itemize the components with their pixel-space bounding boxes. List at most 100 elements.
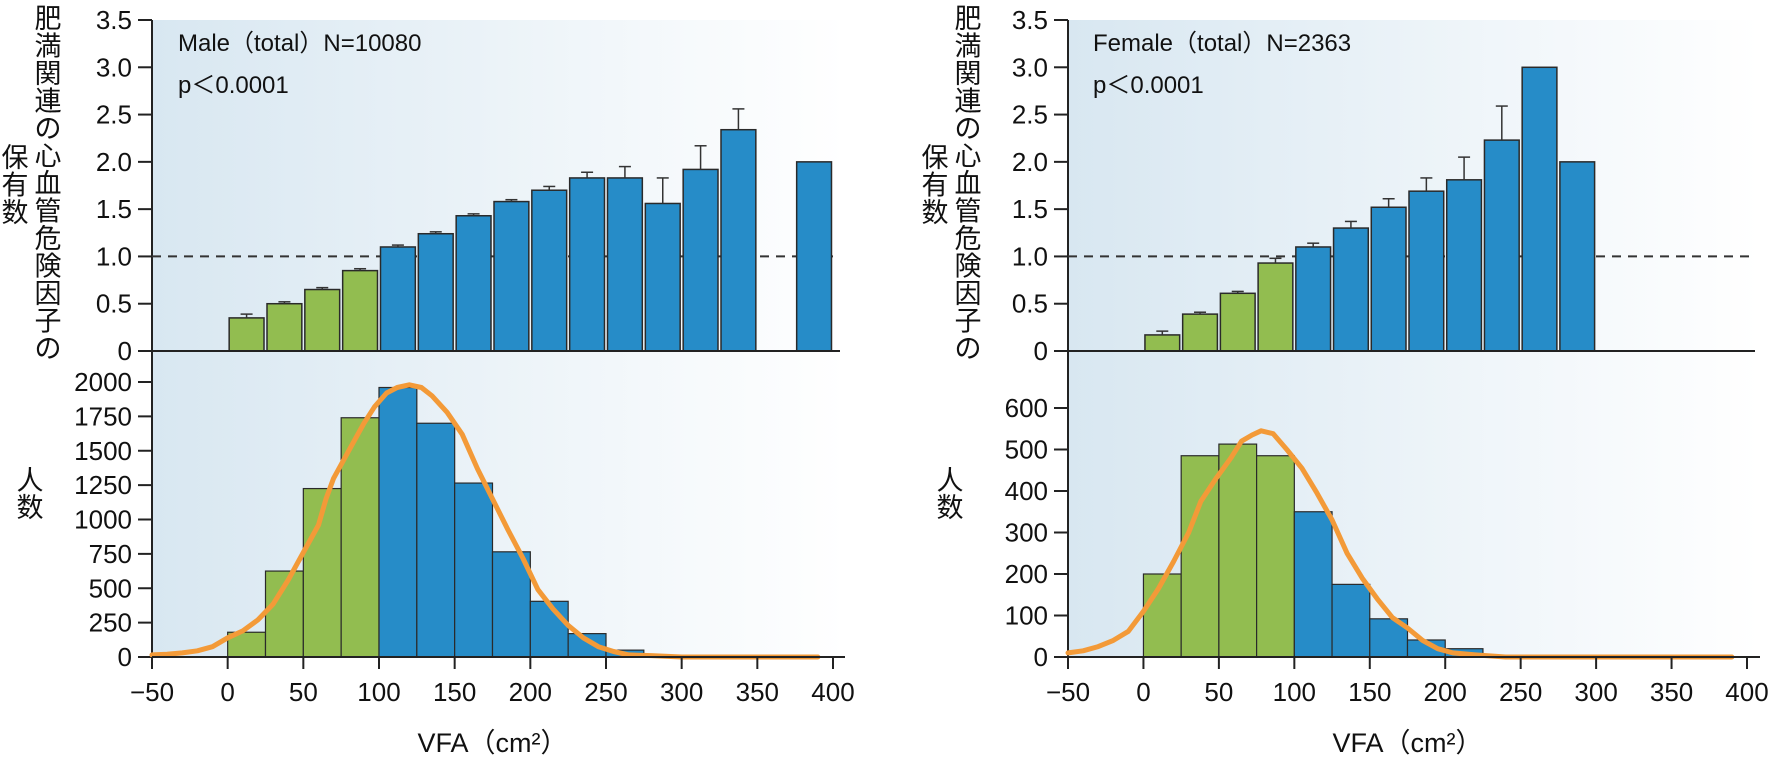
x-tick-label: 200 bbox=[1424, 677, 1467, 707]
top-y-tick-label: 0 bbox=[1034, 336, 1048, 366]
bar bbox=[568, 177, 606, 352]
top-y-tick-label: 2.5 bbox=[1012, 100, 1048, 130]
x-tick-label: −50 bbox=[130, 677, 174, 707]
y-label-main: 肥満関連の心血管危険因子の bbox=[955, 4, 982, 365]
bar bbox=[1332, 227, 1370, 352]
y-label-main: 肥満関連の心血管危険因子の bbox=[35, 4, 62, 365]
x-axis-label: VFA（cm²） bbox=[417, 728, 567, 758]
bar bbox=[1219, 292, 1256, 352]
x-axis-label: VFA（cm²） bbox=[1332, 728, 1482, 758]
top-y-tick-label: 3.5 bbox=[96, 5, 132, 35]
top-y-tick-label: 3.0 bbox=[1012, 52, 1048, 82]
x-tick-label: 400 bbox=[1725, 677, 1768, 707]
bottom-y-tick-label: 1000 bbox=[74, 505, 132, 535]
bottom-y-axis-label: 人数 bbox=[937, 466, 964, 524]
top-y-tick-label: 0.5 bbox=[96, 289, 132, 319]
bar bbox=[644, 202, 681, 352]
x-tick-label: 150 bbox=[433, 677, 476, 707]
x-tick-label: 100 bbox=[1273, 677, 1316, 707]
top-y-tick-label: 1.5 bbox=[96, 194, 132, 224]
top-y-tick-label: 1.0 bbox=[1012, 241, 1048, 271]
density-curve bbox=[1065, 428, 1735, 660]
histogram-bar bbox=[454, 482, 494, 658]
bar bbox=[531, 189, 568, 352]
x-tick-label: 0 bbox=[220, 677, 234, 707]
bottom-y-tick-label: 300 bbox=[1005, 518, 1048, 548]
p-value-annotation: p＜0.0001 bbox=[178, 72, 289, 99]
top-y-tick-label: 3.0 bbox=[96, 52, 132, 82]
bar bbox=[228, 317, 265, 352]
top-y-tick-label: 2.0 bbox=[1012, 147, 1048, 177]
y-label-sub: 保有数 bbox=[922, 143, 949, 229]
bottom-y-tick-label: 500 bbox=[1005, 435, 1048, 465]
bar bbox=[455, 215, 492, 352]
x-tick-label: −50 bbox=[1046, 677, 1090, 707]
bar bbox=[341, 269, 379, 352]
bar bbox=[795, 161, 833, 352]
bar bbox=[1559, 161, 1596, 352]
histogram-bar bbox=[1293, 511, 1333, 658]
density-curve bbox=[149, 382, 821, 660]
x-tick-label: 400 bbox=[811, 677, 854, 707]
histogram-bar bbox=[1256, 455, 1295, 658]
p-value-annotation: p＜0.0001 bbox=[1093, 72, 1204, 99]
male-chart: 肥満関連の心血管危険因子の 保有数 Male（total）N=10080 p＜0… bbox=[2, 4, 855, 758]
x-tick-label: 300 bbox=[1574, 677, 1617, 707]
bottom-y-tick-label: 0 bbox=[1034, 642, 1048, 672]
bar bbox=[493, 200, 530, 352]
bottom-y-tick-label: 1250 bbox=[74, 470, 132, 500]
x-tick-label: 250 bbox=[1499, 677, 1542, 707]
y-label-sub: 保有数 bbox=[2, 143, 29, 229]
bottom-y-tick-label: 200 bbox=[1005, 559, 1048, 589]
bar bbox=[1144, 334, 1181, 352]
bottom-y-tick-label: 2000 bbox=[74, 367, 132, 397]
x-tick-label: 250 bbox=[584, 677, 627, 707]
bar bbox=[266, 302, 303, 352]
bar bbox=[1181, 313, 1219, 352]
x-tick-label: 100 bbox=[357, 677, 400, 707]
bottom-y-tick-label: 600 bbox=[1005, 393, 1048, 423]
top-y-tick-label: 2.0 bbox=[96, 147, 132, 177]
bar bbox=[1257, 262, 1294, 352]
bar bbox=[379, 246, 417, 352]
bottom-y-tick-label: 250 bbox=[89, 608, 132, 638]
bar bbox=[1295, 246, 1332, 352]
x-tick-label: 300 bbox=[660, 677, 703, 707]
top-y-tick-label: 1.5 bbox=[1012, 194, 1048, 224]
top-y-tick-label: 3.5 bbox=[1012, 5, 1048, 35]
chart-title: Female（total）N=2363 bbox=[1093, 30, 1351, 57]
chart-title: Male（total）N=10080 bbox=[178, 30, 421, 57]
bar bbox=[1370, 206, 1407, 352]
top-y-tick-label: 0.5 bbox=[1012, 289, 1048, 319]
bar bbox=[304, 288, 341, 352]
top-y-tick-label: 1.0 bbox=[96, 241, 132, 271]
x-tick-label: 0 bbox=[1136, 677, 1150, 707]
bar bbox=[417, 232, 454, 352]
top-y-axis-label: 肥満関連の心血管危険因子の 保有数 bbox=[922, 4, 982, 365]
histogram-bar bbox=[1331, 583, 1371, 658]
bottom-y-axis-label: 人数 bbox=[17, 466, 44, 524]
bottom-y-tick-label: 500 bbox=[89, 573, 132, 603]
bar bbox=[1445, 179, 1483, 352]
top-y-tick-label: 2.5 bbox=[96, 100, 132, 130]
histogram-bar bbox=[416, 422, 456, 658]
x-tick-label: 50 bbox=[289, 677, 318, 707]
bottom-y-tick-label: 100 bbox=[1005, 601, 1048, 631]
bar bbox=[1521, 66, 1558, 352]
top-y-tick-label: 0 bbox=[118, 336, 132, 366]
x-tick-label: 200 bbox=[509, 677, 552, 707]
top-y-axis-label: 肥満関連の心血管危険因子の 保有数 bbox=[2, 4, 62, 365]
x-tick-label: 50 bbox=[1204, 677, 1233, 707]
histogram-bar bbox=[1218, 443, 1258, 658]
bottom-y-tick-label: 0 bbox=[118, 642, 132, 672]
bar bbox=[682, 168, 719, 352]
bar bbox=[1483, 139, 1520, 352]
x-tick-label: 350 bbox=[736, 677, 779, 707]
bottom-y-tick-label: 400 bbox=[1005, 476, 1048, 506]
x-tick-label: 350 bbox=[1650, 677, 1693, 707]
bar bbox=[606, 177, 644, 352]
bar bbox=[1408, 190, 1445, 352]
bottom-y-tick-label: 750 bbox=[89, 539, 132, 569]
bottom-y-tick-label: 1750 bbox=[74, 401, 132, 431]
